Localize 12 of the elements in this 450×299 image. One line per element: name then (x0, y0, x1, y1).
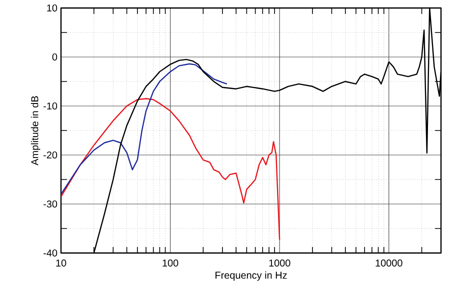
x-tick-label: 10000 (376, 260, 402, 267)
x-tick-label: 10 (56, 260, 66, 267)
y-tick-label: -10 (44, 102, 58, 110)
x-axis-title: Frequency in Hz (216, 271, 287, 281)
y-tick-label: -40 (44, 249, 58, 257)
x-tick-label: 100 (162, 260, 178, 267)
y-axis-title: Amplitude in dB (30, 96, 40, 166)
y-tick-label: -20 (44, 151, 58, 159)
x-tick-label: 1000 (269, 260, 290, 267)
y-tick-label: 10 (47, 4, 58, 12)
y-tick-label: 0 (52, 53, 58, 61)
y-tick-label: -30 (44, 200, 58, 208)
